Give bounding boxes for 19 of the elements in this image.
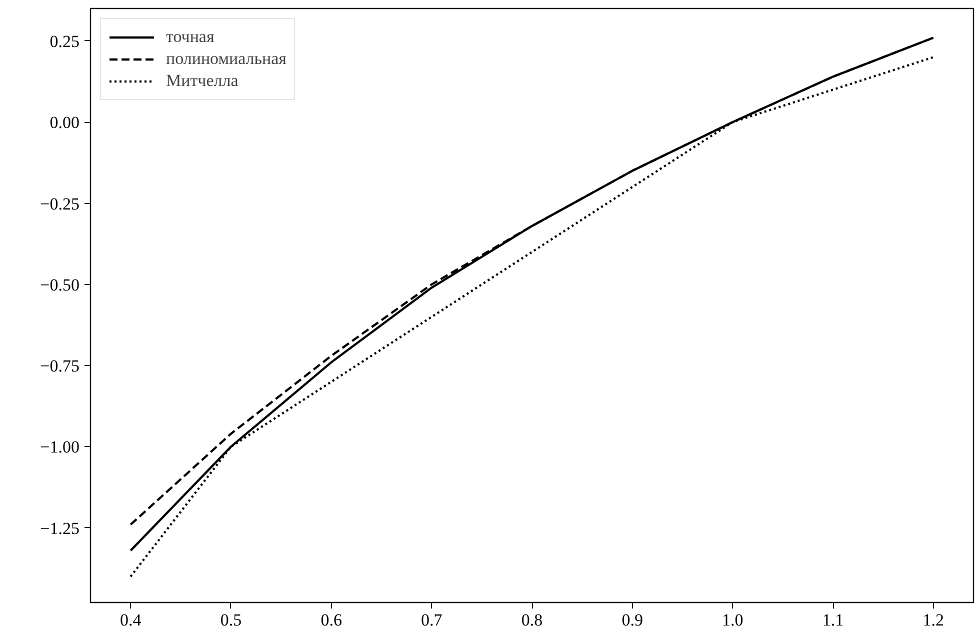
x-tick-label: 0.6 [320,610,342,630]
x-tick-label: 0.8 [521,610,543,630]
legend-label: Митчелла [166,71,238,91]
x-tick-label: 0.5 [220,610,242,630]
y-tick-label: 0.00 [50,113,80,132]
legend-label: точная [166,27,214,47]
y-tick-label: −0.75 [40,356,80,376]
x-tick-label: 0.9 [622,610,643,630]
y-tick-label: −0.25 [40,194,80,214]
x-tick-label: 1.2 [922,610,944,630]
y-tick-label: −0.50 [40,275,80,294]
y-tick-label: −1.00 [40,438,80,457]
y-tick-label: −1.25 [40,518,80,538]
y-tick-label: 0.25 [50,32,80,51]
legend-label: полиномиальная [166,49,286,69]
x-tick-label: 0.4 [120,610,142,630]
x-tick-label: 1.0 [722,610,744,630]
x-tick-label: 0.7 [421,610,443,630]
x-tick-label: 1.1 [822,610,844,630]
